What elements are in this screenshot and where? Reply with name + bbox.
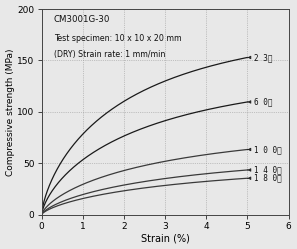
Text: 2 3℃: 2 3℃ <box>248 53 272 62</box>
Text: 1 8 0℃: 1 8 0℃ <box>248 174 281 183</box>
Text: (DRY) Strain rate: 1 mm/min: (DRY) Strain rate: 1 mm/min <box>54 50 165 59</box>
Text: 1 4 0℃: 1 4 0℃ <box>248 166 281 175</box>
Text: 1 0 0℃: 1 0 0℃ <box>248 145 281 154</box>
Text: CM3001G-30: CM3001G-30 <box>54 15 110 24</box>
Y-axis label: Compressive strength (MPa): Compressive strength (MPa) <box>6 48 15 176</box>
Text: 6 0℃: 6 0℃ <box>248 97 272 107</box>
Text: Test specimen: 10 x 10 x 20 mm: Test specimen: 10 x 10 x 20 mm <box>54 34 181 43</box>
X-axis label: Strain (%): Strain (%) <box>140 234 189 244</box>
